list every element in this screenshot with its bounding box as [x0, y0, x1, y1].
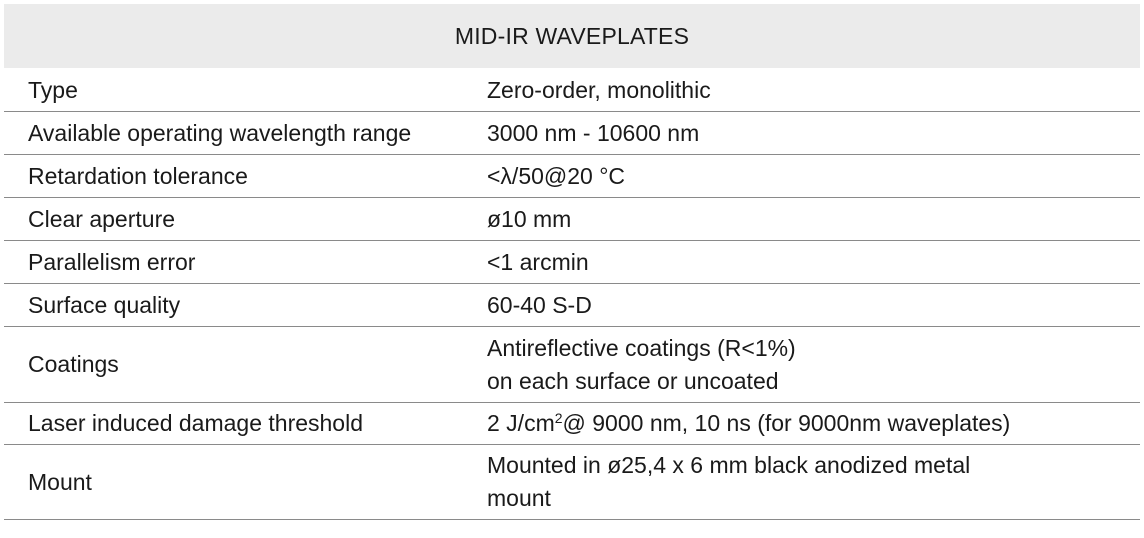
- row-value: <λ/50@20 °C: [487, 162, 626, 189]
- row-label: Clear aperture: [28, 205, 176, 232]
- row-value: Antireflective coatings (R<1%) on each s…: [487, 332, 1140, 398]
- table-row: Type Zero-order, monolithic: [4, 68, 1140, 112]
- row-value: 2 J/cm2@ 9000 nm, 10 ns (for 9000nm wave…: [487, 407, 1140, 440]
- superscript: 2: [554, 410, 563, 426]
- table-row: Mount Mounted in ø25,4 x 6 mm black anod…: [4, 445, 1140, 520]
- row-value: 60-40 S-D: [487, 291, 592, 318]
- row-label: Surface quality: [28, 291, 181, 318]
- row-value-line: Antireflective coatings (R<1%): [487, 334, 796, 361]
- row-label: Coatings: [28, 351, 119, 377]
- row-value: 3000 nm - 10600 nm: [487, 119, 700, 146]
- table-row: Clear aperture ø10 mm: [4, 198, 1140, 241]
- row-value: Zero-order, monolithic: [487, 77, 711, 103]
- table-row: Laser induced damage threshold 2 J/cm2@ …: [4, 403, 1140, 445]
- table-row: Surface quality 60-40 S-D: [4, 284, 1140, 327]
- value-text: @ 9000 nm, 10 ns (for 9000nm waveplates): [562, 410, 1011, 436]
- row-value: Mounted in ø25,4 x 6 mm black anodized m…: [487, 449, 1140, 515]
- row-value-line: Mounted in ø25,4 x 6 mm black anodized m…: [487, 452, 971, 478]
- table-title: MID-IR WAVEPLATES: [4, 4, 1140, 68]
- table-row: Coatings Antireflective coatings (R<1%) …: [4, 327, 1140, 403]
- table-row: Retardation tolerance <λ/50@20 °C: [4, 155, 1140, 198]
- table-row: Parallelism error <1 arcmin: [4, 241, 1140, 284]
- specifications-table: MID-IR WAVEPLATES Type Zero-order, monol…: [4, 4, 1140, 520]
- row-label: Laser induced damage threshold: [28, 410, 364, 436]
- row-value: ø10 mm: [487, 205, 572, 232]
- table-row: Available operating wavelength range 300…: [4, 112, 1140, 155]
- row-value-line: on each surface or uncoated: [487, 367, 779, 394]
- value-text: 2 J/cm: [487, 410, 555, 436]
- row-value: <1 arcmin: [487, 248, 589, 275]
- row-label: Parallelism error: [28, 248, 196, 275]
- row-label: Type: [28, 77, 78, 103]
- row-label: Retardation tolerance: [28, 162, 248, 189]
- row-label: Available operating wavelength range: [28, 119, 412, 146]
- row-value-line: mount: [487, 485, 551, 511]
- row-label: Mount: [28, 468, 92, 495]
